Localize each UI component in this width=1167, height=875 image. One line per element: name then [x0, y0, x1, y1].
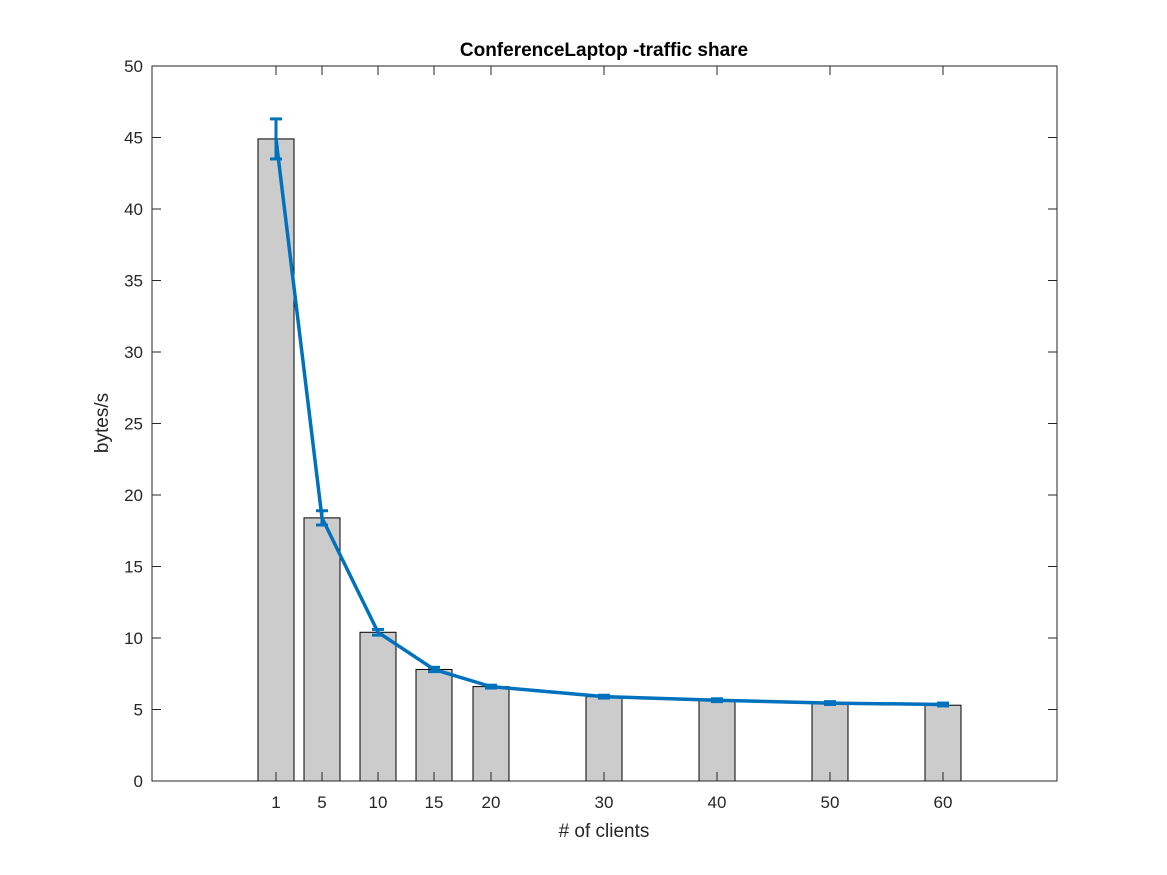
x-tick-label: 10 [369, 793, 388, 812]
x-axis-title: # of clients [559, 821, 650, 842]
bar [303, 517, 341, 782]
y-tick-label: 30 [124, 343, 143, 362]
x-tick-label: 20 [482, 793, 501, 812]
y-tick-label: 45 [124, 129, 143, 148]
line-layer [270, 117, 949, 708]
y-tick-label: 15 [124, 558, 143, 577]
bar [359, 631, 397, 782]
y-tick-label: 25 [124, 415, 143, 434]
x-tick-label: 60 [934, 793, 953, 812]
y-tick-label: 35 [124, 272, 143, 291]
bar [924, 704, 962, 782]
x-tick-label: 15 [425, 793, 444, 812]
y-tick-label: 10 [124, 629, 143, 648]
x-tick-label: 5 [317, 793, 326, 812]
y-axis-title: bytes/s [92, 393, 113, 453]
y-tick-label: 0 [134, 772, 143, 791]
y-tick-label: 40 [124, 200, 143, 219]
bar [585, 696, 623, 782]
bar [415, 668, 453, 782]
bar [698, 700, 736, 782]
x-tick-label: 1 [271, 793, 280, 812]
bar [472, 686, 510, 782]
x-tick-label: 50 [821, 793, 840, 812]
x-tick-label: 30 [595, 793, 614, 812]
chart-title: ConferenceLaptop -traffic share [460, 40, 748, 61]
y-tick-label: 5 [134, 701, 143, 720]
x-tick-label: 40 [708, 793, 727, 812]
bar [811, 703, 849, 782]
y-tick-label: 50 [124, 57, 143, 76]
y-tick-label: 20 [124, 486, 143, 505]
